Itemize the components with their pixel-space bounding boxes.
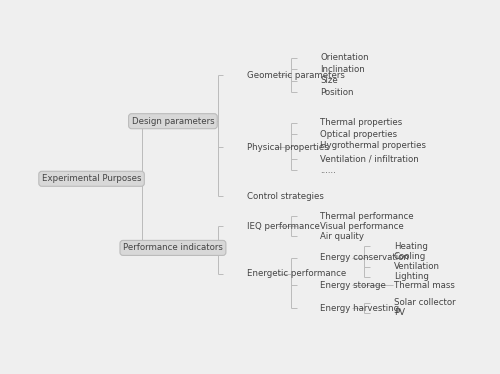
Text: PV: PV: [394, 308, 405, 317]
Text: ......: ......: [320, 166, 336, 175]
Text: IEQ performance: IEQ performance: [246, 222, 320, 231]
Text: Energy conservation: Energy conservation: [320, 254, 409, 263]
Text: Cooling: Cooling: [394, 252, 426, 261]
Text: Design parameters: Design parameters: [132, 117, 214, 126]
Text: Air quality: Air quality: [320, 232, 364, 241]
Text: Ventilation: Ventilation: [394, 262, 440, 271]
Text: Heating: Heating: [394, 242, 428, 251]
Text: Geometric parameters: Geometric parameters: [246, 71, 344, 80]
Text: Control strategies: Control strategies: [246, 191, 324, 200]
Text: Ventilation / infiltration: Ventilation / infiltration: [320, 154, 419, 163]
Text: Visual performance: Visual performance: [320, 222, 404, 231]
Text: Energy harvesting: Energy harvesting: [320, 304, 400, 313]
Text: Energetic performance: Energetic performance: [246, 269, 346, 278]
Text: Thermal performance: Thermal performance: [320, 212, 414, 221]
Text: Energy storage: Energy storage: [320, 281, 386, 290]
Text: Inclination: Inclination: [320, 65, 365, 74]
Text: Position: Position: [320, 88, 354, 97]
Text: Hygrothermal properties: Hygrothermal properties: [320, 141, 426, 150]
Text: Solar collector: Solar collector: [394, 298, 456, 307]
Text: Experimental Purposes: Experimental Purposes: [42, 174, 141, 183]
Text: Physical properties: Physical properties: [246, 142, 328, 151]
Text: Thermal properties: Thermal properties: [320, 118, 402, 127]
Text: Performance indicators: Performance indicators: [123, 243, 223, 252]
Text: Size: Size: [320, 76, 338, 85]
Text: Optical properties: Optical properties: [320, 130, 398, 139]
Text: Orientation: Orientation: [320, 53, 369, 62]
Text: Lighting: Lighting: [394, 272, 428, 281]
Text: Thermal mass: Thermal mass: [394, 281, 454, 290]
